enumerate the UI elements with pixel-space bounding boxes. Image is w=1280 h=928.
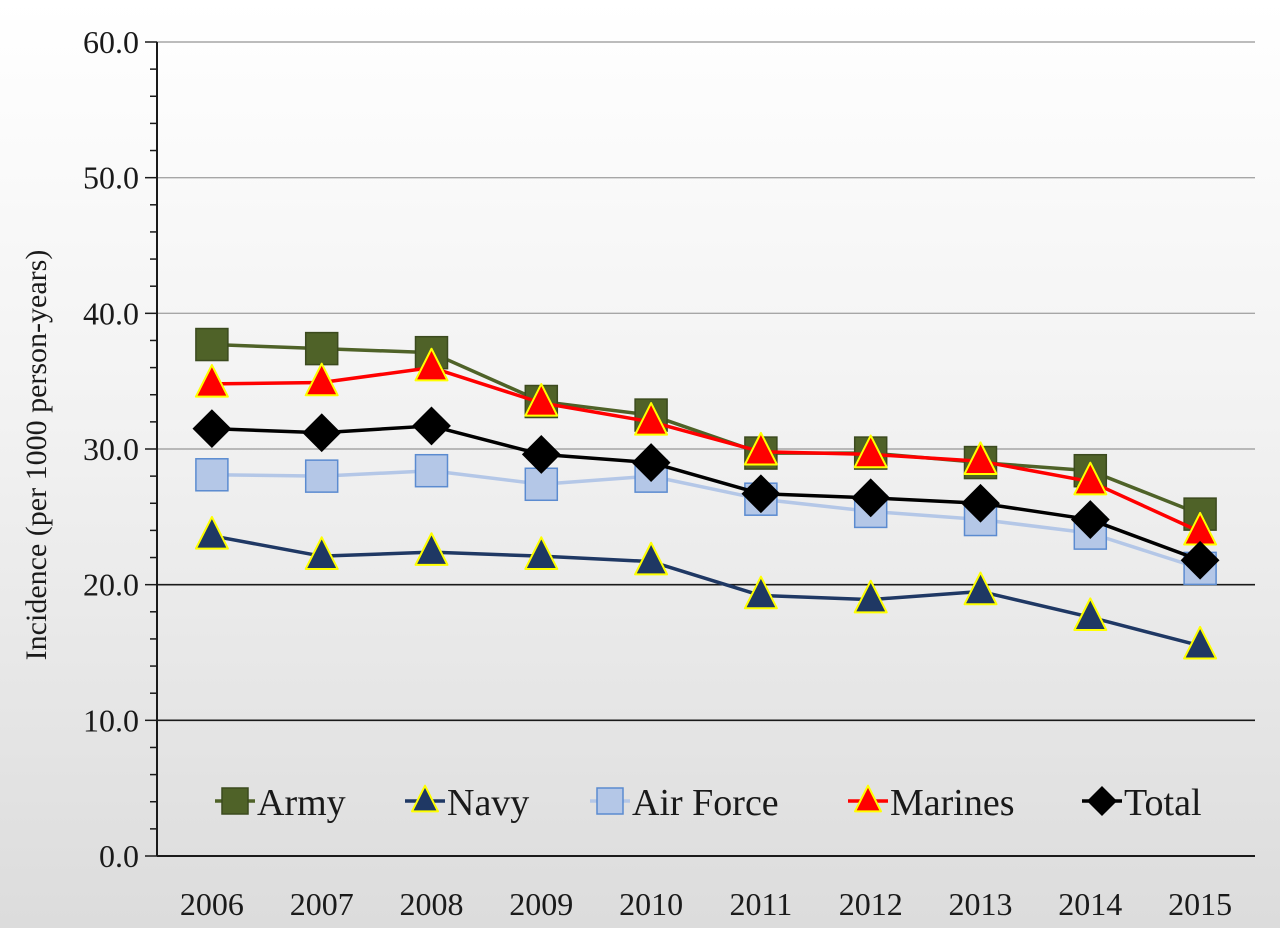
point-navy: [304, 536, 339, 570]
x-tick-label: 2006: [180, 886, 244, 922]
x-tick-label: 2013: [949, 886, 1013, 922]
x-tick-label: 2007: [290, 886, 354, 922]
series-line-total: [211, 424, 1201, 562]
point-navy: [853, 579, 888, 614]
series-line-navy: [211, 534, 1201, 648]
legend-label-marines: Marines: [890, 782, 1015, 824]
point-air-force: [304, 459, 339, 493]
series-layer: [192, 327, 1220, 660]
legend-label-total: Total: [1124, 782, 1202, 824]
point-air-force: [195, 458, 229, 492]
x-tick-label: 2015: [1168, 886, 1232, 922]
point-air-force: [414, 453, 449, 488]
series-line-army: [211, 342, 1201, 516]
series-line-air-force: [211, 468, 1201, 571]
y-tick-label: 10.0: [83, 702, 139, 738]
point-marines: [634, 402, 669, 436]
x-tick-label: 2011: [729, 886, 792, 922]
legend-marker-marines: [854, 784, 882, 813]
point-army: [195, 327, 229, 362]
series-navy: [194, 515, 1218, 660]
point-navy: [743, 575, 778, 610]
point-total: [631, 443, 671, 482]
legend-item-total: Total: [1082, 782, 1202, 824]
legend-label-army: Army: [257, 782, 346, 824]
x-tick-label: 2012: [839, 886, 903, 922]
point-total: [1070, 500, 1110, 539]
point-navy: [963, 571, 998, 606]
point-total: [1180, 540, 1220, 580]
legend-marker-army: [221, 787, 249, 815]
series-marines: [194, 347, 1218, 546]
gridlines: [157, 41, 1255, 722]
point-army: [304, 331, 339, 366]
point-total: [521, 435, 561, 474]
y-axis-title: Incidence (per 1000 person-years): [20, 250, 53, 661]
point-marines: [194, 364, 229, 398]
legend: Army Navy Air Force Marines Total: [215, 782, 1202, 824]
point-navy: [414, 532, 449, 566]
point-navy: [1183, 625, 1218, 660]
y-tick-label: 60.0: [83, 24, 139, 60]
axes: 0.0 10.0 20.0 30.0 40.0 50.0 60.0 2006 2007 2008 2…: [83, 24, 1255, 922]
legend-marker-navy: [411, 784, 439, 813]
y-tick-label: 40.0: [83, 295, 139, 331]
point-marines: [853, 434, 888, 469]
point-total: [412, 406, 451, 446]
legend-marker-air-force: [596, 787, 624, 815]
point-total: [851, 478, 891, 518]
legend-marker-total: [1086, 785, 1118, 817]
point-marines: [414, 347, 449, 382]
y-tick-label: 20.0: [83, 567, 139, 603]
point-marines: [743, 431, 778, 466]
point-total: [741, 474, 781, 514]
point-marines: [524, 383, 559, 417]
point-marines: [963, 441, 998, 475]
x-tick-label: 2010: [619, 886, 683, 922]
point-navy: [194, 515, 229, 550]
point-total: [192, 409, 232, 449]
legend-item-navy: Navy: [405, 782, 529, 824]
point-navy: [634, 541, 669, 576]
series-air-force: [195, 453, 1217, 586]
point-total: [302, 413, 342, 453]
point-marines: [304, 362, 339, 397]
point-navy: [1073, 597, 1108, 631]
legend-label-navy: Navy: [447, 782, 529, 824]
y-tick-label: 0.0: [99, 838, 139, 874]
series-line-marines: [211, 365, 1201, 534]
legend-label-air-force: Air Force: [632, 782, 779, 824]
point-total: [961, 483, 1000, 523]
legend-item-air-force: Air Force: [590, 782, 779, 824]
x-tick-label: 2014: [1058, 886, 1122, 922]
point-marines: [1073, 461, 1108, 496]
point-navy: [524, 536, 559, 570]
x-tick-label: 2008: [400, 886, 464, 922]
y-tick-label: 30.0: [83, 431, 139, 467]
x-tick-label: 2009: [509, 886, 573, 922]
legend-item-army: Army: [215, 782, 346, 824]
series-total: [192, 406, 1220, 580]
y-tick-label: 50.0: [83, 160, 139, 196]
legend-item-marines: Marines: [848, 782, 1015, 824]
